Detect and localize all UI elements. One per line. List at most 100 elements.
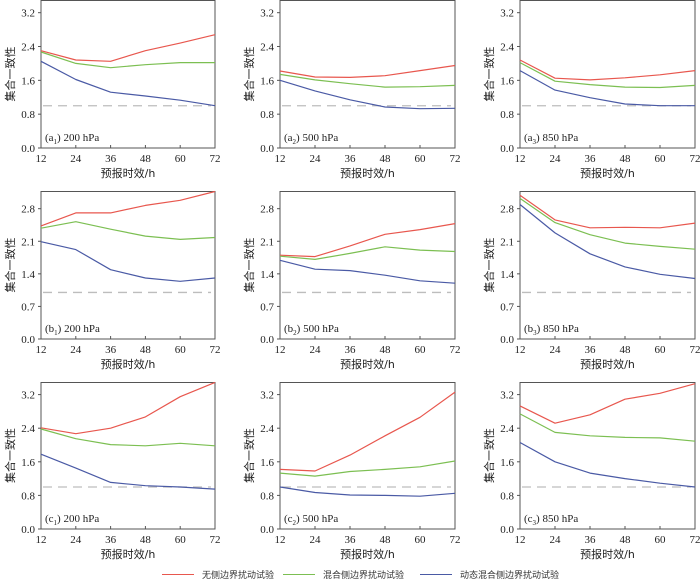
y-tick-label: 2.4 <box>260 42 274 54</box>
y-tick-label: 3.2 <box>260 390 274 402</box>
series-line-dynamic-mixed-lbc <box>519 441 696 488</box>
series-line-mixed-lbc <box>519 62 696 89</box>
x-axis-label: 预报时效/h <box>340 166 395 180</box>
series-line-dynamic-mixed-lbc <box>40 60 216 107</box>
x-tick-label: 36 <box>105 534 117 546</box>
y-tick-label: 0.0 <box>260 143 274 155</box>
plot-frame <box>519 382 696 530</box>
y-axis-label: 集合一致性 <box>242 428 256 483</box>
y-axis-label: 集合一致性 <box>482 238 496 293</box>
x-tick-label: 12 <box>36 344 47 356</box>
y-tick-label: 3.2 <box>260 8 274 20</box>
y-tick-label: 1.6 <box>260 75 274 87</box>
y-axis-label: 集合一致性 <box>3 428 17 483</box>
x-axis-label: 预报时效/h <box>340 357 395 371</box>
y-tick-label: 1.6 <box>21 75 35 87</box>
x-tick-label: 24 <box>550 534 562 546</box>
y-tick-label: 0.8 <box>500 490 514 502</box>
y-tick-label: 0.0 <box>500 334 514 346</box>
x-tick-label: 24 <box>550 153 562 165</box>
y-axis-label: 集合一致性 <box>242 47 256 102</box>
x-axis-label: 预报时效/h <box>101 357 156 371</box>
panel-level: ) 850 hPa <box>536 513 578 525</box>
x-tick-label: 60 <box>415 534 427 546</box>
panel-level: ) 850 hPa <box>536 132 578 144</box>
series-line-dynamic-mixed-lbc <box>40 453 216 490</box>
panel-subscript: 2 <box>293 329 297 337</box>
panel-letter: (a <box>45 132 54 144</box>
panel-label: (b3) 850 hPa <box>524 323 579 337</box>
y-tick-label: 2.4 <box>260 423 274 435</box>
y-axis-label: 集合一致性 <box>482 428 496 483</box>
y-tick-label: 1.6 <box>260 457 274 469</box>
series-line-dynamic-mixed-lbc <box>279 259 456 284</box>
legend-label: 混合侧边界扰动试验 <box>323 571 405 581</box>
x-tick-label: 60 <box>655 344 667 356</box>
x-tick-label: 36 <box>105 153 117 165</box>
y-tick-label: 0.8 <box>260 109 274 121</box>
panel-subscript: 3 <box>533 329 537 337</box>
x-tick-label: 48 <box>140 344 152 356</box>
series-line-no-lbc <box>279 223 456 258</box>
x-tick-label: 24 <box>70 153 82 165</box>
x-tick-label: 12 <box>275 534 286 546</box>
chart-panel-a1: 0.0 0.8 1.6 2.4 3.2 12 24 36 48 60 72 预报时效/h 集合一致性 (a… <box>3 0 221 180</box>
series-line-mixed-lbc <box>279 73 456 88</box>
x-tick-label: 60 <box>655 153 667 165</box>
chart-panel-a2: 0.0 0.8 1.6 2.4 3.2 12 24 36 48 60 72 预报时效/h 集合一致性 (a… <box>242 0 461 180</box>
x-tick-label: 36 <box>585 153 597 165</box>
x-tick-label: 48 <box>380 153 392 165</box>
panel-letter: (b <box>284 323 294 335</box>
plot-frame <box>40 0 216 149</box>
panel-subscript: 1 <box>54 519 58 527</box>
series-line-mixed-lbc <box>40 428 216 447</box>
panel-level: ) 200 hPa <box>57 513 99 525</box>
legend-swatch-blue <box>420 574 452 575</box>
x-tick-label: 60 <box>175 344 187 356</box>
panel-level: ) 200 hPa <box>58 323 100 335</box>
panel-label: (a3) 850 hPa <box>524 132 578 146</box>
series-line-mixed-lbc <box>519 197 696 250</box>
chart-panel-a3: 0.0 0.8 1.6 2.4 3.2 12 24 36 48 60 72 预报时效/h 集合一致性 (a… <box>482 0 700 180</box>
x-tick-label: 72 <box>210 153 221 165</box>
panel-subscript: 1 <box>54 138 58 146</box>
x-tick-label: 60 <box>415 344 427 356</box>
x-tick-label: 72 <box>210 534 221 546</box>
series-line-dynamic-mixed-lbc <box>40 241 216 282</box>
series-line-mixed-lbc <box>519 413 696 442</box>
x-tick-label: 36 <box>585 534 597 546</box>
y-tick-label: 3.2 <box>21 8 35 20</box>
plot-frame <box>279 382 456 530</box>
x-tick-label: 12 <box>275 153 286 165</box>
chart-panel-c1: 0.0 0.8 1.6 2.4 3.2 12 24 36 48 60 72 预报时效/h 集合一致性 (c… <box>3 381 221 561</box>
series-line-mixed-lbc <box>279 246 456 260</box>
panel-level: ) 200 hPa <box>57 132 99 144</box>
legend-item-mixed-lbc: 混合侧边界扰动试验 <box>283 568 404 581</box>
y-tick-label: 2.4 <box>21 42 35 54</box>
x-tick-label: 72 <box>690 534 700 546</box>
panel-subscript: 2 <box>293 519 297 527</box>
plot-frame <box>519 0 696 149</box>
x-tick-label: 12 <box>515 344 526 356</box>
y-tick-label: 0.0 <box>260 524 274 536</box>
y-tick-label: 0.0 <box>500 524 514 536</box>
x-tick-label: 72 <box>450 153 461 165</box>
panel-label: (c1) 200 hPa <box>45 513 99 527</box>
panel-label: (b2) 500 hPa <box>284 323 339 337</box>
series-line-no-lbc <box>519 194 696 229</box>
y-tick-label: 0.8 <box>21 109 35 121</box>
x-tick-label: 72 <box>450 344 461 356</box>
plot-frame <box>40 382 216 530</box>
x-tick-label: 36 <box>105 344 117 356</box>
panel-level: ) 500 hPa <box>296 513 338 525</box>
series-line-mixed-lbc <box>40 221 216 240</box>
x-axis-label: 预报时效/h <box>101 166 156 180</box>
x-tick-label: 36 <box>345 534 357 546</box>
panel-subscript: 1 <box>54 329 58 337</box>
x-tick-label: 60 <box>655 534 667 546</box>
series-line-no-lbc <box>40 190 216 227</box>
y-axis-label: 集合一致性 <box>3 238 17 293</box>
y-tick-label: 0.0 <box>21 524 35 536</box>
legend-item-dynamic-mixed-lbc: 动态混合侧边界扰动试验 <box>420 568 559 581</box>
y-tick-label: 0.7 <box>260 301 274 313</box>
